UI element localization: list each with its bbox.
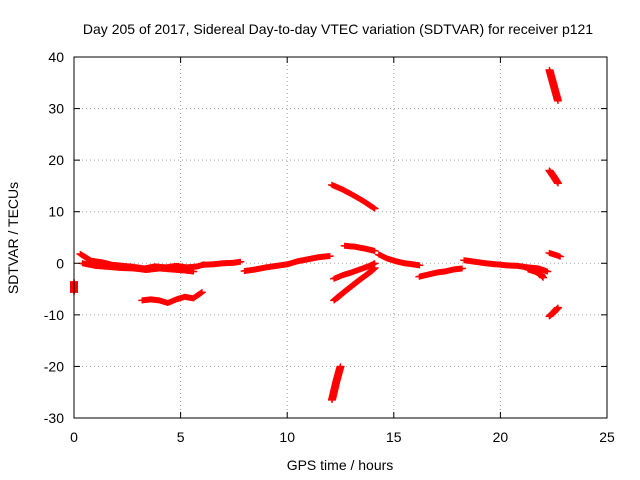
y-tick-label: 30 (48, 101, 64, 117)
y-tick-label: 10 (48, 204, 64, 220)
y-axis-label: SDTVAR / TECUs (5, 182, 21, 294)
series-arc-10 (340, 242, 379, 254)
series-arc-6 (327, 363, 345, 403)
x-tick-label: 20 (493, 429, 509, 445)
y-tick-label: -30 (44, 410, 64, 426)
x-tick-label: 5 (177, 429, 185, 445)
series-arc-7 (327, 181, 379, 212)
data-point-marker (539, 274, 548, 281)
series-arc-4 (197, 258, 245, 268)
series-arc-14 (524, 266, 548, 281)
series-arc-9 (330, 260, 379, 282)
axis-ticks: 0 5 10 15 20 25 -30 -20 -10 0 10 20 30 40 (44, 49, 615, 445)
x-tick-label: 0 (70, 429, 78, 445)
chart-title: Day 205 of 2017, Sidereal Day-to-day VTE… (83, 21, 593, 37)
x-tick-label: 15 (386, 429, 402, 445)
series-arc-18 (545, 304, 562, 320)
series-arc-2 (78, 260, 198, 275)
data-point-marker (325, 253, 334, 260)
data-point-marker (553, 304, 562, 311)
y-tick-label: 40 (48, 49, 64, 65)
data-point-marker (553, 97, 562, 104)
plot-frame (73, 56, 608, 419)
data-point-marker (458, 265, 467, 272)
y-tick-label: 20 (48, 152, 64, 168)
data-point-marker (189, 268, 198, 275)
series-arc-3 (138, 289, 206, 306)
x-axis-label: GPS time / hours (287, 457, 394, 473)
data-point-marker (370, 205, 379, 212)
series-arc-12 (415, 265, 467, 280)
series-arc-16 (545, 167, 562, 187)
data-point-marker (197, 289, 206, 296)
data-point-marker (553, 305, 562, 312)
series-arc-11 (374, 251, 424, 269)
x-tick-label: 25 (599, 429, 615, 445)
series-arc-15 (545, 66, 562, 104)
series-arc-17 (545, 249, 565, 260)
y-tick-label: 0 (56, 255, 64, 271)
grid-lines (74, 57, 607, 418)
x-tick-label: 10 (279, 429, 295, 445)
series-arc-13 (460, 257, 552, 275)
data-point-marker (553, 180, 562, 187)
data-point-marker (336, 363, 345, 370)
series-arc-8 (330, 264, 379, 304)
data-point-marker (415, 262, 424, 269)
data-points (70, 66, 565, 403)
y-tick-label: -10 (44, 307, 64, 323)
data-point-marker (543, 268, 552, 275)
data-point-marker (236, 258, 245, 265)
data-point-marker (370, 247, 379, 254)
data-point-marker (370, 260, 379, 267)
series-arc-5 (240, 253, 334, 275)
y-tick-label: -20 (44, 358, 64, 374)
data-point-marker (556, 253, 565, 260)
